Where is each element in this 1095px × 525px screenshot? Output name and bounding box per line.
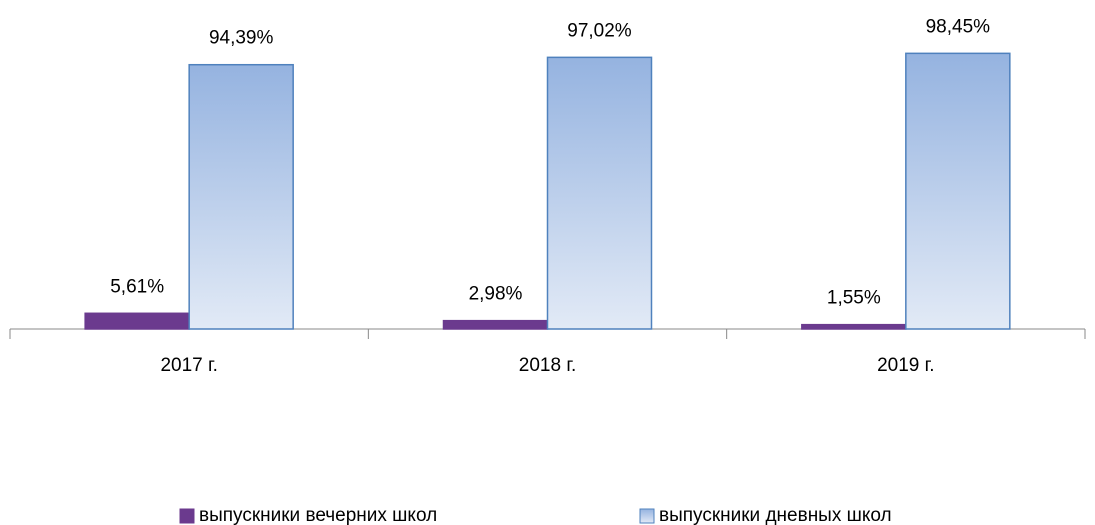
data-label: 5,61% [110, 276, 164, 297]
legend-swatch [179, 508, 195, 524]
bar [801, 323, 907, 330]
bar [442, 319, 549, 330]
bar [188, 63, 294, 330]
x-tick-label: 2019 г. [877, 355, 934, 376]
data-label: 1,55% [827, 288, 881, 309]
data-label: 2,98% [469, 284, 523, 305]
x-tick-label: 2018 г. [519, 355, 576, 376]
data-label: 97,02% [567, 20, 632, 41]
legend-swatch [639, 508, 655, 524]
bar [546, 56, 653, 330]
bar [84, 312, 190, 330]
legend-label: выпускники дневных школ [659, 505, 892, 525]
bar [905, 52, 1011, 330]
x-tick-label: 2017 г. [160, 355, 217, 376]
data-label: 94,39% [209, 28, 274, 49]
legend-label: выпускники вечерних школ [199, 505, 437, 525]
data-label: 98,45% [926, 16, 991, 37]
